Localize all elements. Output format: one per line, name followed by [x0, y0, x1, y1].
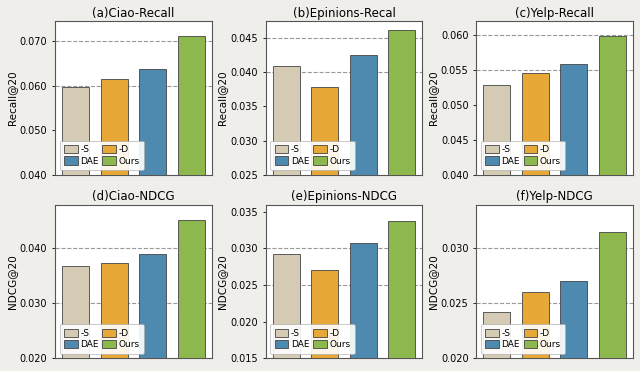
Bar [388, 221, 415, 371]
Bar [178, 220, 205, 371]
Bar [62, 266, 89, 371]
Bar [311, 270, 338, 371]
Bar [522, 73, 549, 371]
Bar [62, 87, 89, 353]
Bar [273, 254, 300, 371]
Legend: -S, DAE, -D, Ours: -S, DAE, -D, Ours [270, 324, 355, 354]
Legend: -S, DAE, -D, Ours: -S, DAE, -D, Ours [481, 324, 566, 354]
Bar [178, 36, 205, 353]
Legend: -S, DAE, -D, Ours: -S, DAE, -D, Ours [60, 141, 144, 170]
Title: (d)Ciao-NDCG: (d)Ciao-NDCG [92, 190, 175, 203]
Bar [350, 243, 377, 371]
Bar [483, 312, 510, 371]
Bar [273, 66, 300, 345]
Bar [311, 87, 338, 345]
Title: (f)Yelp-NDCG: (f)Yelp-NDCG [516, 190, 593, 203]
Y-axis label: Recall@20: Recall@20 [218, 70, 227, 125]
Y-axis label: NDCG@20: NDCG@20 [7, 254, 17, 309]
Bar [100, 79, 127, 353]
Bar [388, 30, 415, 345]
Bar [561, 281, 588, 371]
Bar [140, 69, 166, 353]
Bar [483, 85, 510, 371]
Title: (a)Ciao-Recall: (a)Ciao-Recall [92, 7, 175, 20]
Legend: -S, DAE, -D, Ours: -S, DAE, -D, Ours [60, 324, 144, 354]
Legend: -S, DAE, -D, Ours: -S, DAE, -D, Ours [481, 141, 566, 170]
Title: (e)Epinions-NDCG: (e)Epinions-NDCG [291, 190, 397, 203]
Bar [599, 232, 626, 371]
Bar [140, 254, 166, 371]
Bar [100, 263, 127, 371]
Bar [350, 55, 377, 345]
Title: (c)Yelp-Recall: (c)Yelp-Recall [515, 7, 594, 20]
Bar [561, 65, 588, 371]
Y-axis label: Recall@20: Recall@20 [428, 70, 438, 125]
Y-axis label: NDCG@20: NDCG@20 [428, 254, 438, 309]
Title: (b)Epinions-Recal: (b)Epinions-Recal [292, 7, 396, 20]
Bar [522, 292, 549, 371]
Y-axis label: Recall@20: Recall@20 [7, 70, 17, 125]
Legend: -S, DAE, -D, Ours: -S, DAE, -D, Ours [270, 141, 355, 170]
Y-axis label: NDCG@20: NDCG@20 [218, 254, 227, 309]
Bar [599, 36, 626, 371]
